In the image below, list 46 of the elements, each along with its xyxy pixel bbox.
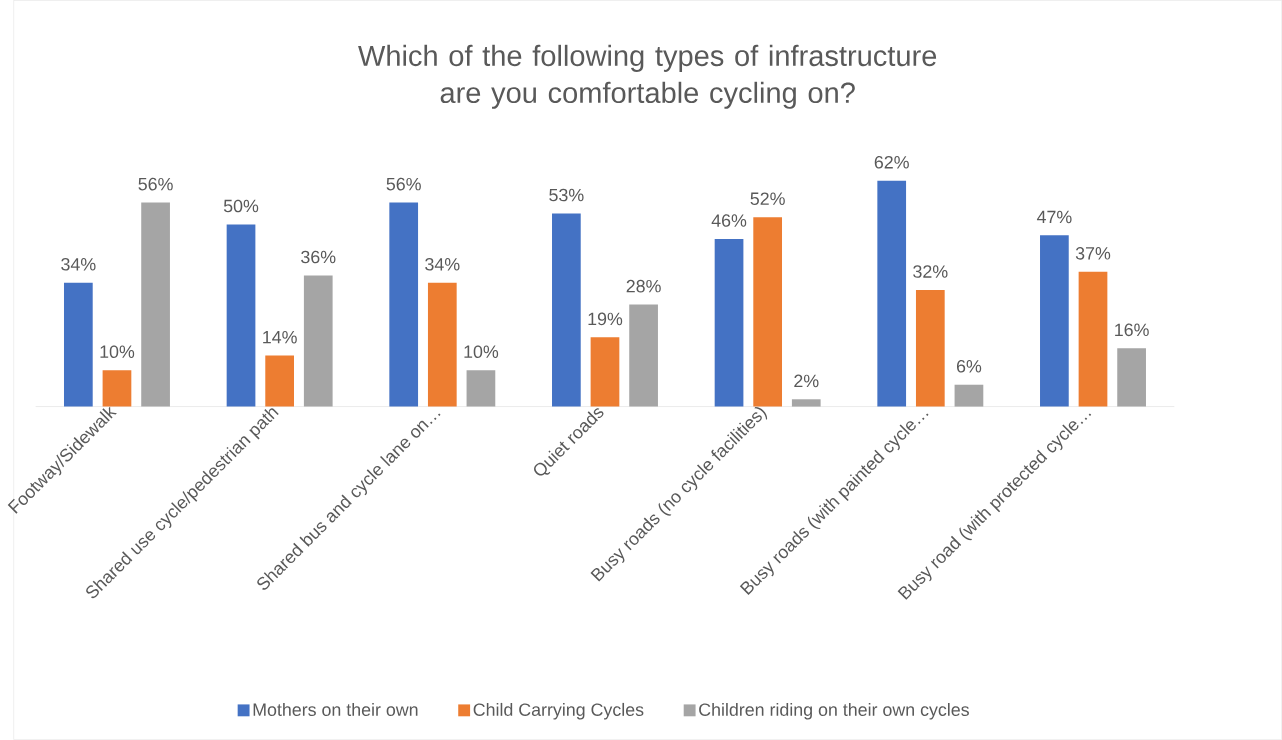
bar xyxy=(629,304,658,407)
bar xyxy=(303,275,333,407)
data-label: 53% xyxy=(549,188,584,202)
bar xyxy=(466,370,496,407)
bar xyxy=(552,213,581,407)
bar xyxy=(1040,235,1069,407)
chart-title: Which of the following types of infrastructure are you comfortable cycling on? xyxy=(358,44,937,109)
bar xyxy=(427,282,457,407)
bar xyxy=(714,239,744,407)
bar xyxy=(954,384,984,407)
data-label: 34% xyxy=(425,258,460,271)
data-label: 34% xyxy=(61,258,96,271)
bar xyxy=(1117,348,1146,407)
data-label: 36% xyxy=(301,250,336,264)
bar xyxy=(102,370,132,407)
bar xyxy=(877,180,907,407)
legend-label: Children riding on their own cycles xyxy=(699,702,969,720)
bar xyxy=(226,224,256,407)
legend-label: Child Carrying Cycles xyxy=(473,702,644,720)
data-label: 46% xyxy=(711,214,747,227)
bar xyxy=(1078,271,1108,407)
data-label: 56% xyxy=(138,177,173,191)
bar xyxy=(791,399,821,407)
data-label: 52% xyxy=(750,192,785,206)
data-label: 62% xyxy=(874,156,909,169)
data-label: 47% xyxy=(1036,210,1072,224)
legend-label: Mothers on their own xyxy=(253,702,418,717)
bar xyxy=(389,202,419,407)
data-label: 2% xyxy=(794,374,819,388)
bar xyxy=(63,282,93,407)
data-label: 19% xyxy=(588,312,623,326)
data-label: 56% xyxy=(386,177,421,191)
data-label: 16% xyxy=(1115,323,1149,337)
data-label: 14% xyxy=(263,331,297,344)
bar xyxy=(753,217,783,407)
bar xyxy=(265,355,294,407)
data-label: 50% xyxy=(223,199,259,213)
data-label: 32% xyxy=(913,265,948,278)
data-label: 6% xyxy=(956,360,982,373)
bar xyxy=(141,202,170,407)
bar xyxy=(590,337,620,407)
data-label: 28% xyxy=(626,279,661,293)
data-label: 10% xyxy=(464,345,499,359)
data-label: 10% xyxy=(100,345,135,359)
bar xyxy=(915,290,945,407)
data-label: 37% xyxy=(1075,247,1111,260)
